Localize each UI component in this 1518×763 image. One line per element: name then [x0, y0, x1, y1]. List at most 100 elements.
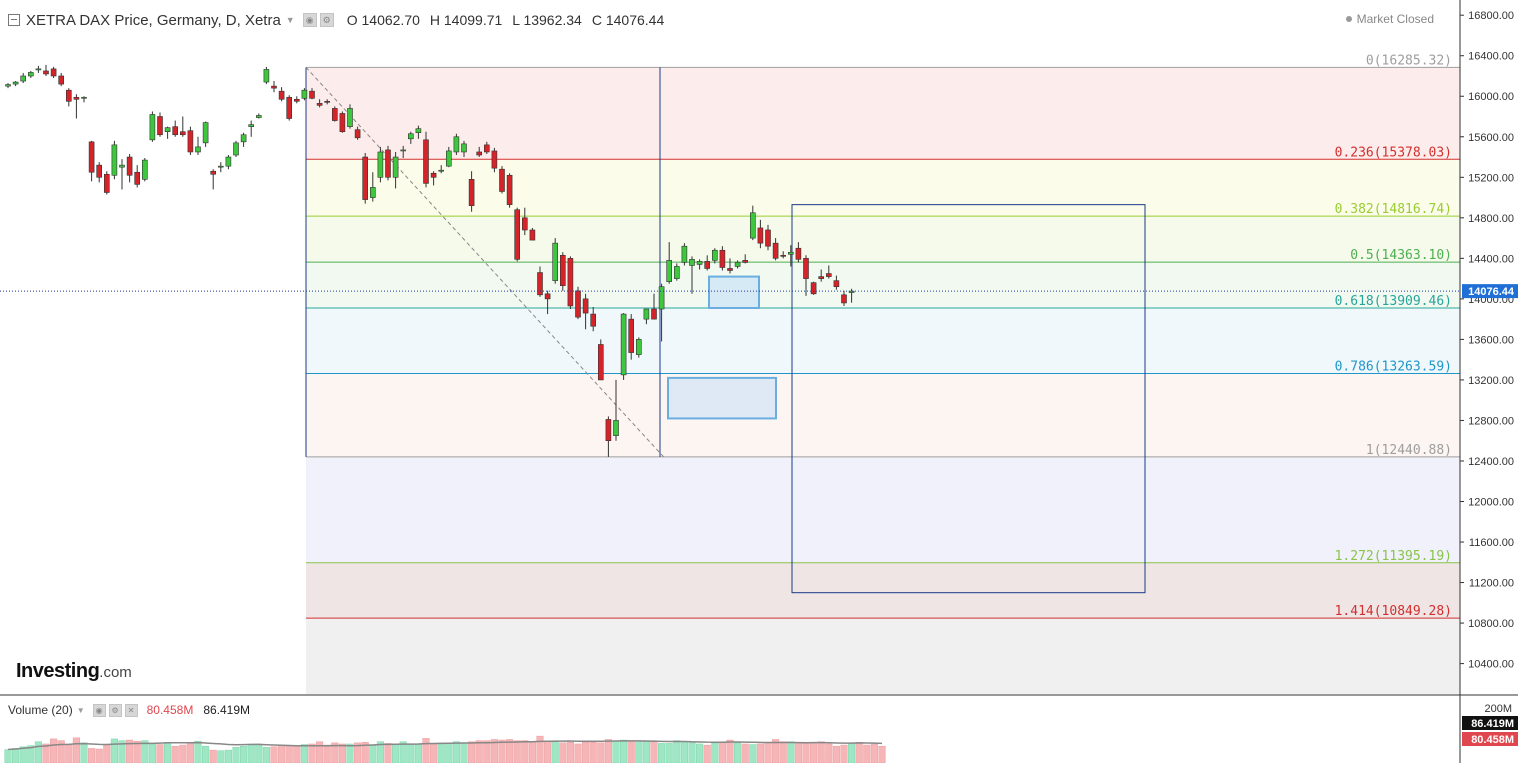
volume-bar [620, 739, 628, 763]
volume-axis-label: 200M [1484, 703, 1512, 715]
ohlc-high: H 14099.71 [429, 12, 503, 28]
chevron-down-icon[interactable]: ▼ [285, 15, 295, 25]
volume-bar [650, 741, 658, 763]
candle-body [453, 136, 460, 153]
candle-body [35, 68, 42, 71]
volume-bar [513, 740, 521, 763]
candle-body [218, 165, 224, 168]
candle-body [195, 146, 201, 153]
candle-body [286, 96, 293, 119]
volume-last-badge [1462, 732, 1518, 746]
candle-body [445, 150, 452, 167]
volume-label[interactable]: Volume (20) [8, 703, 73, 717]
candle-body [392, 156, 399, 178]
volume-close-icon[interactable]: ✕ [124, 703, 138, 717]
candle-body [711, 249, 718, 261]
volume-bar [787, 741, 795, 763]
fib-level-label: 0.618(13909.46) [1335, 294, 1452, 309]
logo-main: Investing [16, 660, 100, 682]
fib-zone [306, 67, 1460, 160]
volume-ma-line [7, 740, 883, 751]
candle-body [423, 139, 429, 184]
volume-bar [559, 742, 567, 763]
candle-body [483, 144, 490, 153]
fib-zone [306, 159, 1460, 217]
volume-bar [293, 745, 301, 763]
candle-body [704, 261, 711, 269]
volume-bar [764, 742, 772, 763]
volume-bar [817, 741, 825, 763]
volume-bar [179, 744, 187, 763]
candle-body [73, 96, 80, 100]
fib-level-label: 0.5(14363.10) [1350, 248, 1452, 263]
volume-bar [703, 744, 711, 763]
volume-bar [331, 742, 339, 763]
logo-suffix: .com [99, 664, 132, 681]
volume-bar [262, 747, 270, 763]
volume-bar [536, 735, 544, 763]
volume-bar [88, 748, 96, 763]
candle-body [575, 290, 581, 318]
volume-ma-badge [1462, 716, 1518, 730]
volume-bar [72, 737, 80, 763]
volume-bar [95, 748, 103, 763]
volume-bar [430, 743, 438, 763]
volume-bar [665, 743, 673, 763]
volume-bar [642, 741, 650, 763]
y-tick-label: 14800.00 [1468, 213, 1514, 225]
volume-eye-icon[interactable]: ◉ [92, 703, 106, 717]
candle-body [582, 298, 589, 314]
volume-bar [42, 743, 50, 763]
fib-zone [306, 308, 1460, 374]
volume-bar [452, 741, 460, 763]
volume-last-label: 80.458M [1471, 734, 1514, 746]
candle-body [12, 81, 19, 85]
volume-bar [65, 743, 73, 763]
volume-gear-icon[interactable]: ⚙ [108, 703, 122, 717]
candle-body [666, 260, 673, 282]
collapse-icon[interactable] [8, 14, 20, 26]
candle-body [240, 134, 247, 143]
volume-bar [414, 744, 422, 763]
candle-body [772, 242, 779, 259]
candle-body [651, 308, 657, 320]
candle-body [66, 89, 72, 102]
candle-body [255, 115, 262, 118]
candle-body [430, 172, 437, 178]
volume-bar [688, 742, 696, 763]
volume-bar [50, 738, 58, 763]
volume-bar [392, 743, 400, 763]
volume-bar [635, 740, 643, 763]
candle-body [757, 227, 764, 244]
y-tick-label: 12800.00 [1468, 415, 1514, 427]
candle-body [210, 170, 216, 175]
y-tick-label: 12400.00 [1468, 456, 1514, 468]
candle-body [309, 90, 315, 99]
y-tick-label: 13200.00 [1468, 375, 1514, 387]
y-tick-label: 13600.00 [1468, 334, 1514, 346]
chart-header: XETRA DAX Price, Germany, D, Xetra ▼ ◉ ⚙… [8, 8, 664, 32]
ohlc-open: O 14062.70 [346, 12, 420, 28]
candle-body [742, 260, 749, 263]
candle-body [271, 85, 277, 89]
y-tick-label: 12000.00 [1468, 497, 1514, 509]
volume-bar [278, 744, 286, 763]
candle-body [96, 164, 102, 178]
volume-bar [718, 742, 726, 763]
eye-icon[interactable]: ◉ [302, 13, 317, 27]
instrument-title[interactable]: XETRA DAX Price, Germany, D, Xetra [26, 11, 281, 29]
candle-body [88, 141, 95, 173]
volume-bar [407, 744, 415, 763]
y-tick-label: 11200.00 [1469, 578, 1514, 590]
volume-bar [422, 738, 430, 763]
volume-ma-label: 86.419M [1471, 718, 1514, 730]
candle-body [643, 308, 650, 320]
volume-bar [597, 742, 605, 763]
fib-zone [306, 373, 1460, 457]
candle-body [369, 187, 376, 198]
candle-body [27, 72, 34, 77]
gear-icon[interactable]: ⚙ [319, 13, 334, 27]
volume-bar [696, 743, 704, 763]
volume-chevron-icon[interactable]: ▼ [76, 705, 85, 715]
